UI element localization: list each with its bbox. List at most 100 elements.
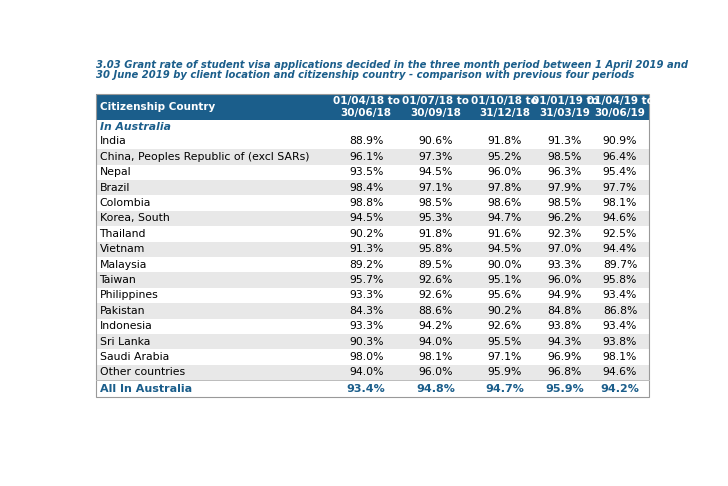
Text: 92.6%: 92.6% [419,275,453,285]
Text: 95.5%: 95.5% [488,337,522,347]
Text: 92.3%: 92.3% [547,229,582,239]
Text: 96.0%: 96.0% [547,275,582,285]
Text: 96.2%: 96.2% [547,213,582,224]
Bar [95,94,649,397]
Text: 97.1%: 97.1% [488,352,522,362]
Bar [95,94,649,120]
Text: 89.7%: 89.7% [603,260,637,270]
Text: All In Australia: All In Australia [100,383,191,394]
Text: 84.3%: 84.3% [349,306,384,316]
Text: Other countries: Other countries [100,367,185,378]
Text: 89.2%: 89.2% [349,260,384,270]
Text: 01/04/18 to
30/06/18: 01/04/18 to 30/06/18 [333,96,400,118]
Text: 90.0%: 90.0% [488,260,522,270]
Text: 94.2%: 94.2% [601,383,639,394]
Text: 95.9%: 95.9% [488,367,522,378]
Text: 94.9%: 94.9% [547,291,582,300]
Text: Nepal: Nepal [100,167,131,177]
Text: 91.8%: 91.8% [488,137,522,146]
Text: 98.0%: 98.0% [349,352,384,362]
Bar [95,288,649,303]
Text: 91.6%: 91.6% [488,229,522,239]
Text: 94.7%: 94.7% [486,383,524,394]
Text: 88.6%: 88.6% [419,306,453,316]
Text: 93.4%: 93.4% [347,383,386,394]
Text: 97.8%: 97.8% [488,183,522,192]
Text: 94.3%: 94.3% [547,337,582,347]
Text: 95.9%: 95.9% [545,383,585,394]
Bar [95,334,649,349]
Bar [95,380,649,397]
Text: 92.6%: 92.6% [419,291,453,300]
Text: 96.4%: 96.4% [603,152,637,162]
Text: 89.5%: 89.5% [419,260,453,270]
Text: 98.1%: 98.1% [603,352,637,362]
Text: 98.1%: 98.1% [603,198,637,208]
Text: 98.1%: 98.1% [419,352,453,362]
Text: Brazil: Brazil [100,183,130,192]
Text: 97.0%: 97.0% [547,244,582,254]
Text: 96.1%: 96.1% [349,152,384,162]
Bar [95,165,649,180]
Text: 94.6%: 94.6% [603,213,637,224]
Text: 93.3%: 93.3% [547,260,582,270]
Text: Taiwan: Taiwan [100,275,136,285]
Text: 88.9%: 88.9% [349,137,384,146]
Text: 01/10/18 to
31/12/18: 01/10/18 to 31/12/18 [472,96,538,118]
Text: 91.3%: 91.3% [547,137,582,146]
Text: 92.5%: 92.5% [603,229,637,239]
Text: 93.4%: 93.4% [603,321,637,331]
Text: China, Peoples Republic of (excl SARs): China, Peoples Republic of (excl SARs) [100,152,309,162]
Text: Sri Lanka: Sri Lanka [100,337,150,347]
Text: Indonesia: Indonesia [100,321,152,331]
Text: 96.8%: 96.8% [547,367,582,378]
Text: 95.3%: 95.3% [419,213,453,224]
Text: 96.0%: 96.0% [488,167,522,177]
Bar [95,134,649,149]
Text: 93.3%: 93.3% [349,321,384,331]
Text: 94.6%: 94.6% [603,367,637,378]
Bar [95,226,649,242]
Bar [95,272,649,288]
Text: In Australia: In Australia [100,122,170,132]
Text: 90.3%: 90.3% [349,337,384,347]
Text: 93.4%: 93.4% [603,291,637,300]
Text: 90.6%: 90.6% [419,137,453,146]
Text: 94.4%: 94.4% [603,244,637,254]
Text: 94.5%: 94.5% [349,213,384,224]
Text: 95.8%: 95.8% [603,275,637,285]
Text: Philippines: Philippines [100,291,158,300]
Text: 3.03 Grant rate of student visa applications decided in the three month period b: 3.03 Grant rate of student visa applicat… [95,60,688,70]
Text: Citizenship Country: Citizenship Country [100,102,215,112]
Bar [95,257,649,272]
Text: 94.0%: 94.0% [419,337,453,347]
Text: Thailand: Thailand [100,229,146,239]
Text: 94.8%: 94.8% [416,383,455,394]
Text: 84.8%: 84.8% [547,306,582,316]
Text: 94.7%: 94.7% [488,213,522,224]
Text: 92.6%: 92.6% [488,321,522,331]
Text: 93.8%: 93.8% [547,321,582,331]
Text: 90.2%: 90.2% [488,306,522,316]
Text: 95.7%: 95.7% [349,275,384,285]
Text: 91.8%: 91.8% [419,229,453,239]
Text: Malaysia: Malaysia [100,260,147,270]
Text: 94.0%: 94.0% [349,367,384,378]
Text: 98.4%: 98.4% [349,183,384,192]
Bar [95,319,649,334]
Text: Vietnam: Vietnam [100,244,145,254]
Text: 01/04/19 to
30/06/19: 01/04/19 to 30/06/19 [587,96,653,118]
Text: 97.7%: 97.7% [603,183,637,192]
Text: 91.3%: 91.3% [349,244,384,254]
Text: 86.8%: 86.8% [603,306,637,316]
Text: 97.1%: 97.1% [419,183,453,192]
Bar [95,180,649,195]
Text: 93.5%: 93.5% [349,167,384,177]
Bar [95,303,649,319]
Text: 30 June 2019 by client location and citizenship country - comparison with previo: 30 June 2019 by client location and citi… [95,70,634,80]
Text: Korea, South: Korea, South [100,213,170,224]
Text: India: India [100,137,126,146]
Text: 97.9%: 97.9% [547,183,582,192]
Text: 95.6%: 95.6% [488,291,522,300]
Text: 98.8%: 98.8% [349,198,384,208]
